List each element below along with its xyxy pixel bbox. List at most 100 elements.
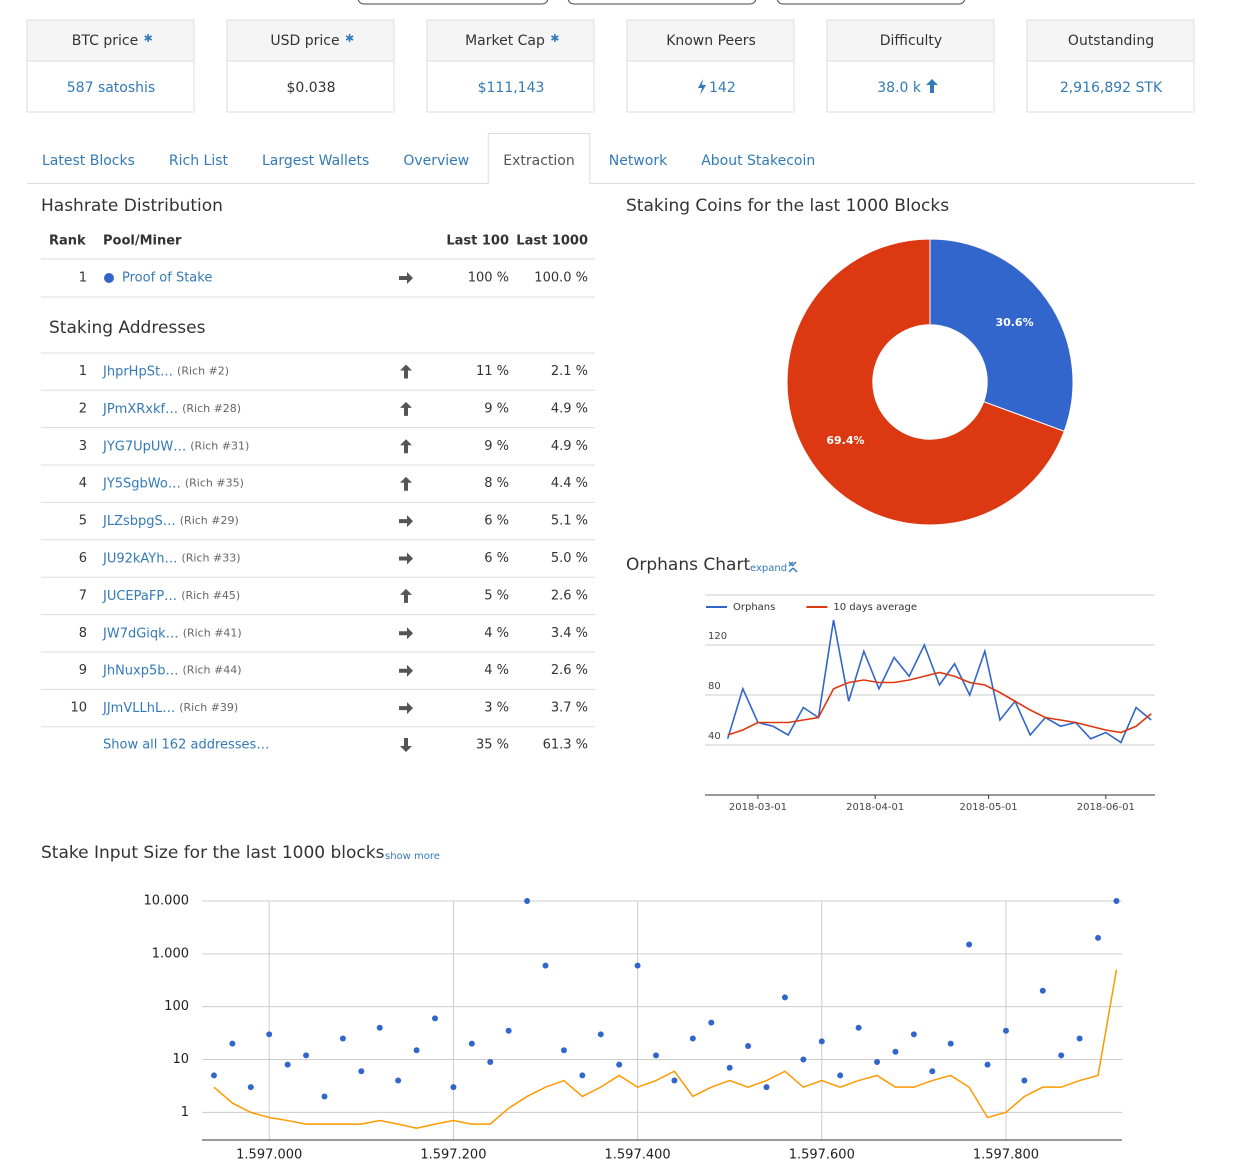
address-id[interactable]: JhprHpSt… [102,364,173,379]
address[interactable]: JJmVLLhL… (Rich #39) [102,701,238,716]
stat-header [827,20,994,62]
address-id[interactable]: JUCEPaFP… [102,588,177,603]
stat-label: Market Cap [465,33,545,49]
stat-header [1027,20,1194,62]
address-id[interactable]: JY5SgbWo… [102,476,181,491]
address-id[interactable]: JU92kAYh… [102,551,177,566]
scatter-point [229,1040,236,1047]
rank: 2 [79,401,87,416]
expand-link[interactable]: expand [750,563,787,574]
address[interactable]: JUCEPaFP… (Rich #45) [102,588,240,603]
rank: 10 [70,701,87,716]
stat-header [27,20,194,62]
expand-icon [788,561,798,573]
rich-rank: (Rich #45) [181,589,240,602]
last-1000: 2.6 % [551,663,588,678]
tab[interactable]: Overview [403,153,469,169]
scatter-point [284,1061,291,1068]
tab-label[interactable]: Largest Wallets [262,153,369,169]
last-1000: 3.7 % [551,701,588,716]
tab-label[interactable]: Extraction [503,153,574,169]
last-1000: 100.0 % [534,271,588,286]
last-100: 100 % [468,271,509,286]
address-id[interactable]: JPmXRxkf… [102,401,178,416]
last-100: 9 % [484,401,509,416]
tab-label[interactable]: Network [609,153,668,169]
rank: 7 [79,588,87,603]
scatter-point [1021,1077,1028,1084]
scatter-point [266,1031,273,1038]
address[interactable]: JhprHpSt… (Rich #2) [102,364,229,379]
y-tick-label: 80 [708,681,721,692]
scatter-point [966,941,973,948]
tab-label[interactable]: Latest Blocks [42,153,135,169]
scatter-point [745,1043,752,1050]
address-id[interactable]: JJmVLLhL… [102,701,175,716]
top-button[interactable] [776,0,966,5]
address[interactable]: JU92kAYh… (Rich #33) [102,551,241,566]
tab[interactable]: Largest Wallets [262,153,369,169]
last-100: 35 % [476,738,509,753]
rich-rank: (Rich #39) [179,701,238,714]
address[interactable]: JLZsbpgS… (Rich #29) [102,514,239,529]
last-1000: 4.4 % [551,476,588,491]
scatter-point [450,1084,457,1091]
scatter-point [1002,1027,1009,1034]
address-id[interactable]: JW7dGiqk… [102,626,179,641]
pie-slice [929,238,1074,432]
stat-value: $0.038 [287,80,336,96]
tab[interactable]: Latest Blocks [42,153,135,169]
scatter-point [855,1024,862,1031]
section-title: Staking Addresses [49,318,206,338]
scatter-point [929,1068,936,1075]
scatter-point [653,1052,660,1059]
tab[interactable]: Rich List [169,153,229,169]
scatter-point [358,1068,365,1075]
scatter-point [210,1072,217,1079]
scatter-point [837,1072,844,1079]
address[interactable]: JPmXRxkf… (Rich #28) [102,401,241,416]
y-tick-label: 10 [172,1052,189,1067]
show-more-link[interactable]: show more [385,851,440,862]
series-line [726,619,1152,744]
tab[interactable]: Extraction [487,133,591,185]
last-1000: 3.4 % [551,626,588,641]
last-100: 5 % [484,588,509,603]
section-title: Hashrate Distribution [41,196,223,216]
last-100: 6 % [484,514,509,529]
tab-label[interactable]: Rich List [169,153,229,169]
column-header: Pool/Miner [103,234,182,249]
address[interactable]: JW7dGiqk… (Rich #41) [102,626,242,641]
tab[interactable]: About Stakecoin [701,153,815,169]
show-all-link[interactable]: Show all 162 addresses… [103,738,269,753]
tab-label[interactable]: About Stakecoin [701,153,815,169]
address[interactable]: JYG7UpUW… (Rich #31) [102,439,249,454]
address[interactable]: JY5SgbWo… (Rich #35) [102,476,244,491]
tab[interactable]: Network [609,153,668,169]
asterisk-icon [345,34,354,42]
last-100: 3 % [484,701,509,716]
trend-arrow [399,552,413,565]
scatter-point [542,962,549,969]
scatter-point [395,1077,402,1084]
last-100: 6 % [484,551,509,566]
rich-rank: (Rich #35) [185,477,244,490]
pool-name[interactable]: Proof of Stake [122,271,212,286]
scatter-point [634,962,641,969]
address-id[interactable]: JLZsbpgS… [102,514,176,529]
scatter-point [708,1019,715,1026]
trend-arrow [400,364,412,379]
rich-rank: (Rich #31) [190,439,249,452]
scatter-point [616,1061,623,1068]
address[interactable]: JhNuxp5b… (Rich #44) [102,663,242,678]
rank: 6 [79,551,87,566]
scatter-point [339,1035,346,1042]
address-id[interactable]: JhNuxp5b… [102,663,179,678]
tab-label[interactable]: Overview [403,153,469,169]
address-id[interactable]: JYG7UpUW… [102,439,186,454]
rich-rank: (Rich #44) [183,664,242,677]
top-button[interactable] [357,0,549,5]
top-button[interactable] [567,0,757,5]
rank: 8 [79,626,87,641]
bolt-icon [698,79,706,95]
